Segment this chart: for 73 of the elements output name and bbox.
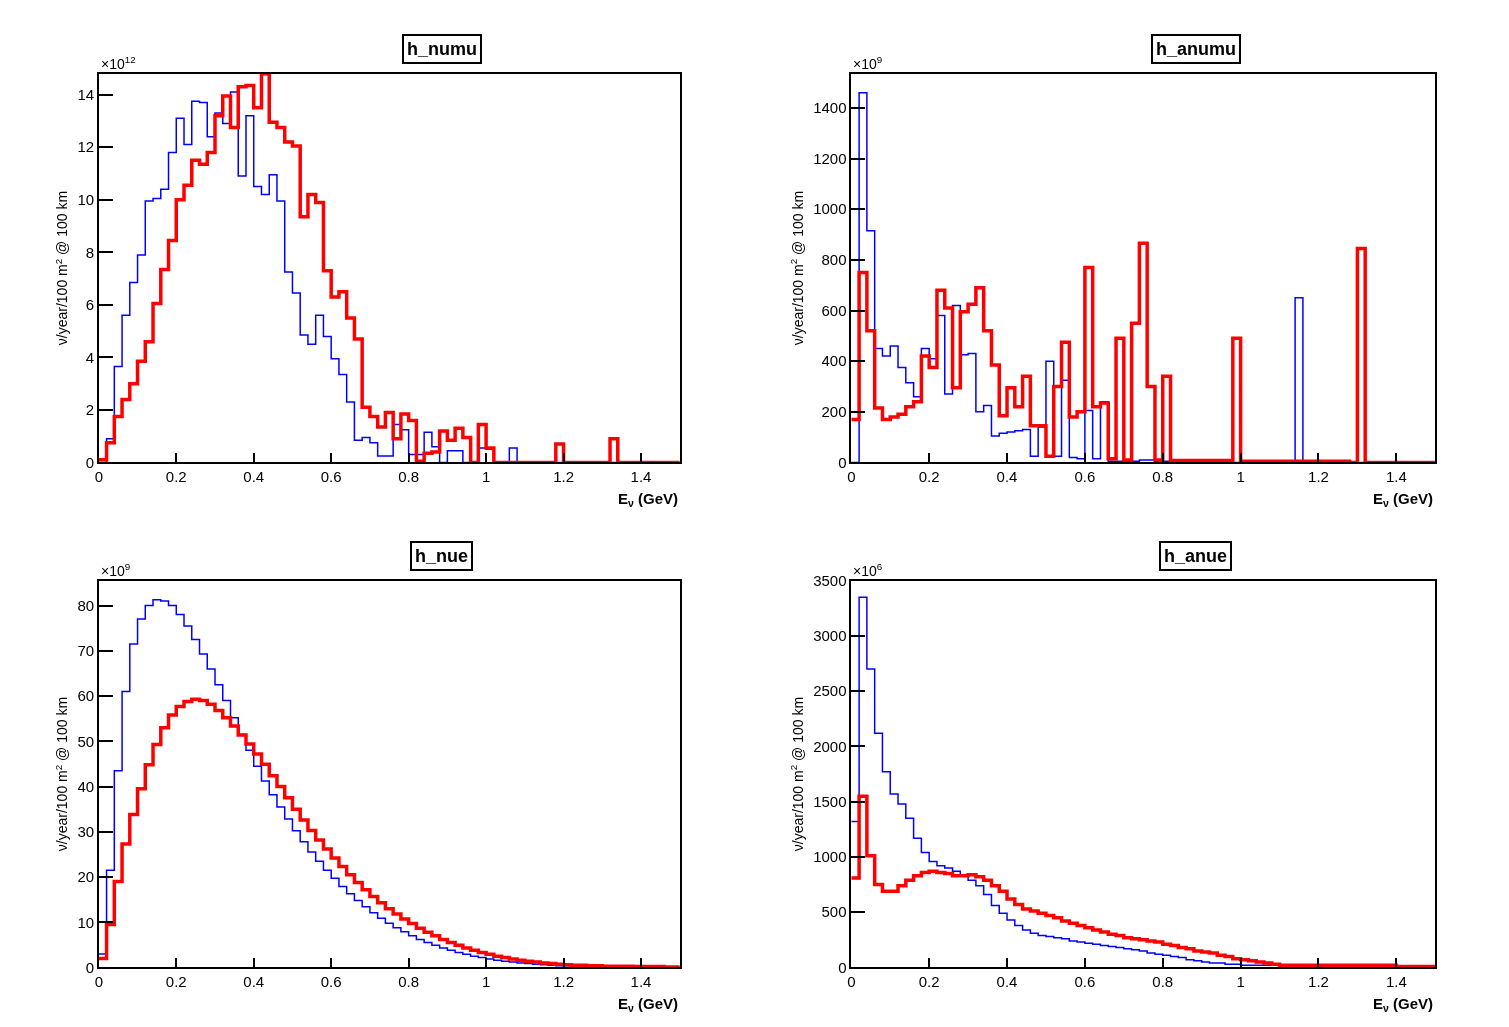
x-tick-label: 0.4 (243, 973, 265, 991)
y-tick-label: 10 (77, 191, 95, 208)
x-tick-label: 0.2 (165, 468, 187, 486)
chart-title: h_nue (415, 546, 469, 566)
y-tick-label: 1200 (813, 149, 847, 167)
text: ×10$^{9}$ (853, 54, 883, 72)
y-tick-label: 40 (77, 777, 95, 795)
x-tick-label: 1 (481, 973, 491, 991)
y-tick-label: 2500 (813, 682, 847, 700)
y-tick-label: 4 (85, 348, 95, 366)
x-tick-label: 0.8 (398, 973, 420, 991)
x-tick-label: 0.6 (320, 973, 342, 991)
y-tick-label: 200 (821, 403, 847, 421)
y-tick-label: 12 (77, 138, 95, 156)
y-tick-label: 10 (77, 913, 95, 931)
y-tick-label: 0 (838, 453, 847, 471)
y-tick-label: 1500 (813, 792, 847, 810)
x-tick-label: 1.4 (1385, 973, 1407, 991)
x-tick-label: 0.8 (1152, 973, 1174, 991)
chart-title: h_anumu (1156, 39, 1237, 59)
y-tick-label: 80 (77, 596, 95, 614)
y-tick-label: 800 (821, 251, 847, 269)
y-tick-label: 400 (821, 352, 847, 370)
y-tick-label: 600 (821, 301, 847, 319)
x-tick-label: 0.6 (1074, 468, 1096, 486)
text: ×10$^{9}$ (101, 561, 131, 579)
x-tick-label: 0.4 (243, 468, 265, 486)
x-tick-label: 0.8 (1152, 468, 1174, 486)
x-tick-label: 1.2 (553, 468, 574, 486)
chart-title: h_anue (1164, 546, 1228, 566)
y-tick-label: 2000 (813, 737, 847, 755)
x-tick-label: 1.2 (1308, 973, 1329, 991)
x-tick-label: 1.2 (553, 973, 574, 991)
x-tick-label: 1.4 (1385, 468, 1407, 486)
x-tick-label: 1.4 (630, 468, 652, 486)
y-tick-label: 30 (77, 823, 95, 841)
x-axis-title: E$_{ν}$ (GeV) (618, 490, 679, 510)
y-tick-label: 1000 (813, 200, 847, 218)
y-tick-label: 14 (77, 85, 95, 103)
y-tick-label: 60 (77, 687, 95, 705)
x-tick-label: 0.2 (165, 973, 187, 991)
x-tick-label: 1 (1236, 468, 1245, 486)
x-axis-title: E$_{ν}$ (GeV) (618, 995, 679, 1015)
y-tick-label: 1000 (813, 848, 847, 866)
y-tick-label: 1400 (813, 99, 847, 117)
x-tick-label: 1.4 (630, 973, 652, 991)
x-tick-label: 1 (1236, 973, 1245, 991)
x-tick-label: 1.2 (1308, 468, 1329, 486)
y-tick-label: 0 (85, 958, 95, 976)
y-tick-label: 3000 (813, 627, 847, 645)
text: ×10$^{12}$ (101, 54, 136, 72)
y-tick-label: 3500 (813, 571, 847, 589)
x-tick-label: 1 (481, 468, 491, 486)
x-tick-label: 0.2 (918, 468, 940, 486)
y-tick-label: 50 (77, 732, 95, 750)
x-axis-title: E$_{ν}$ (GeV) (1373, 490, 1434, 510)
y-tick-label: 6 (85, 296, 95, 314)
x-axis-title: E$_{ν}$ (GeV) (1373, 995, 1434, 1015)
x-tick-label: 0.6 (1074, 973, 1096, 991)
text: ×10$^{6}$ (853, 561, 883, 579)
y-tick-label: 500 (821, 903, 847, 921)
y-tick-label: 2 (85, 401, 95, 419)
chart-title: h_numu (407, 39, 477, 59)
x-tick-label: 0.6 (320, 468, 342, 486)
x-tick-label: 0.4 (996, 973, 1018, 991)
y-tick-label: 70 (77, 642, 95, 660)
x-tick-label: 0.4 (996, 468, 1018, 486)
x-tick-label: 0.2 (918, 973, 940, 991)
y-tick-label: 20 (77, 868, 95, 886)
x-tick-label: 0.8 (398, 468, 420, 486)
y-tick-label: 8 (85, 243, 95, 261)
y-tick-label: 0 (85, 453, 95, 471)
y-tick-label: 0 (838, 958, 847, 976)
